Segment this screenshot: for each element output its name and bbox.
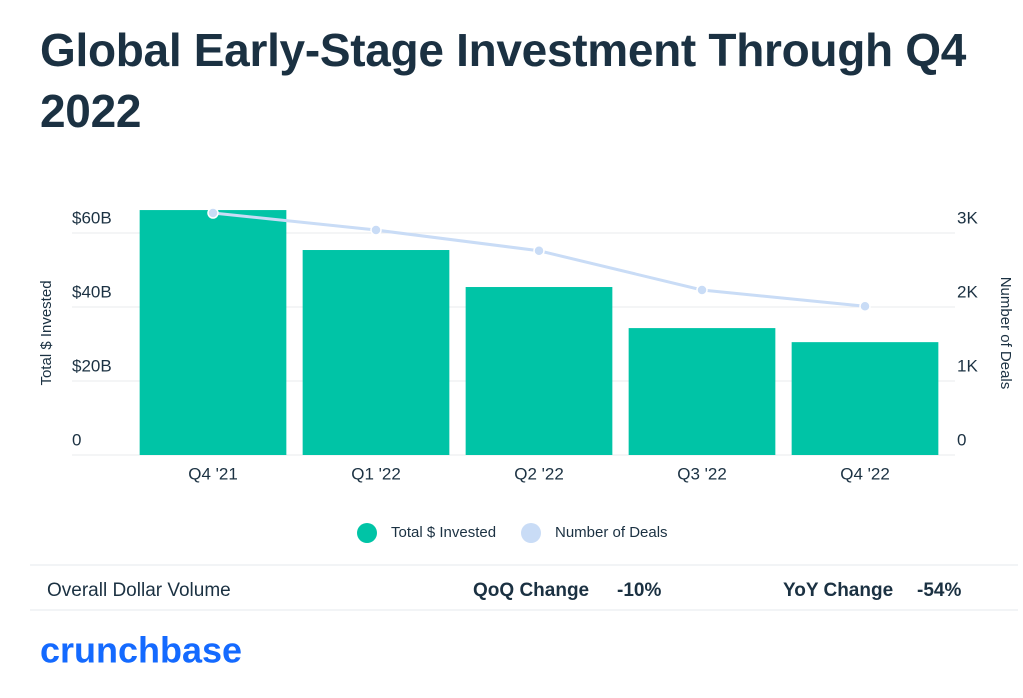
- legend-marker: [357, 523, 377, 543]
- bar: [139, 210, 287, 455]
- x-tick-label: Q3 '22: [677, 464, 727, 483]
- qoq-value: -10%: [617, 580, 661, 601]
- summary-label: Overall Dollar Volume: [47, 580, 231, 601]
- point: [696, 284, 708, 296]
- qoq-label: QoQ Change: [473, 580, 589, 601]
- y2-tick-label: 0: [957, 430, 966, 449]
- y-tick-label: $20B: [72, 356, 112, 375]
- y2-tick-label: 1K: [957, 356, 978, 375]
- y2-tick-label: 2K: [957, 282, 978, 301]
- y2-axis-title: Number of Deals: [997, 277, 1014, 390]
- point: [370, 224, 382, 236]
- point: [207, 207, 219, 219]
- point: [859, 300, 871, 313]
- point: [533, 245, 545, 257]
- bar: [628, 328, 776, 455]
- y-tick-label: $40B: [72, 282, 112, 301]
- yoy-value: -54%: [917, 580, 961, 601]
- x-tick-label: Q4 '22: [840, 464, 890, 483]
- y-tick-label: 0: [72, 430, 81, 449]
- y2-tick-label: 3K: [957, 208, 978, 227]
- brand-logo: crunchbase: [40, 630, 242, 671]
- legend-label: Number of Deals: [555, 524, 668, 541]
- y-tick-label: $60B: [72, 208, 112, 227]
- bar: [465, 287, 613, 455]
- y-axis-title: Total $ Invested: [38, 280, 55, 385]
- x-tick-label: Q2 '22: [514, 464, 564, 483]
- bar: [302, 250, 450, 455]
- legend-marker: [521, 523, 541, 543]
- bar: [791, 342, 939, 455]
- x-tick-label: Q4 '21: [188, 464, 238, 483]
- x-tick-label: Q1 '22: [351, 464, 401, 483]
- yoy-label: YoY Change: [783, 580, 893, 601]
- legend-label: Total $ Invested: [391, 524, 496, 541]
- chart-title: Global Early-Stage Investment Through Q4…: [40, 24, 967, 137]
